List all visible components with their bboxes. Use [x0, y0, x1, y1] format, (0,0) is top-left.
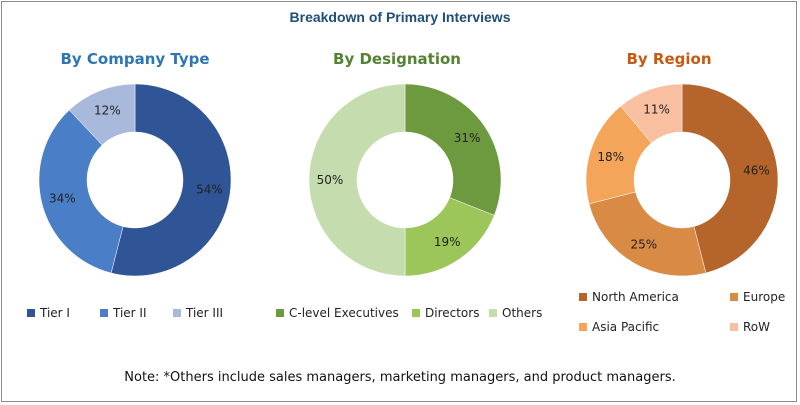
slice-row — [620, 83, 683, 144]
legend-swatch-europe — [730, 293, 738, 301]
legend-label-tier-iii: Tier III — [186, 306, 224, 320]
legend-label-asia-pacific: Asia Pacific — [592, 320, 660, 334]
legend-swatch-asia-pacific — [579, 323, 587, 331]
legend-swatch-directors — [412, 309, 420, 317]
donut-chart-company-type: 54% 34% 12% — [38, 83, 232, 277]
legend-item-tier-i: Tier I — [27, 306, 70, 320]
legend-swatch-tier-ii — [100, 309, 108, 317]
legend-item-asia-pacific: Asia Pacific — [579, 320, 659, 334]
slice-label-asia-pacific: 18% — [597, 150, 624, 164]
legend-item-north-america: North America — [579, 290, 679, 304]
slice-label-europe: 25% — [630, 238, 657, 252]
figure-title: Breakdown of Primary Interviews — [289, 9, 511, 25]
legend-label-c-level-executives: C-level Executives — [289, 306, 399, 320]
legend-item-europe: Europe — [730, 290, 785, 304]
slice-c-level-executives — [404, 83, 502, 216]
legend-label-directors: Directors — [425, 306, 480, 320]
chart-title-company-type: By Company Type — [60, 50, 210, 68]
legend-label-row: RoW — [743, 320, 771, 334]
legend-swatch-c-level-executives — [276, 309, 284, 317]
legend-label-tier-ii: Tier II — [113, 306, 147, 320]
footnote: Note: *Others include sales managers, ma… — [124, 370, 676, 385]
chart-title-designation: By Designation — [333, 50, 461, 68]
donut-chart-designation: 31% 19% 50% — [308, 83, 502, 277]
legend-swatch-row — [730, 323, 738, 331]
slice-label-others: 50% — [317, 173, 344, 187]
legend-item-others: Others — [489, 306, 542, 320]
legend-swatch-tier-iii — [173, 309, 181, 317]
legend-label-tier-i: Tier I — [40, 306, 70, 320]
legend-swatch-tier-i — [27, 309, 35, 317]
slice-directors — [404, 197, 495, 277]
legend-item-tier-iii: Tier III — [173, 306, 223, 320]
chart-title-region: By Region — [626, 50, 712, 68]
legend-region: North America Europe Asia Pacific RoW — [0, 290, 800, 340]
slice-europe — [588, 191, 707, 277]
slice-north-america — [681, 83, 779, 274]
legend-label-north-america: North America — [592, 290, 679, 304]
slice-tier-iii — [68, 83, 136, 146]
slice-label-c-level-executives: 31% — [454, 131, 481, 145]
legend-swatch-others — [489, 309, 497, 317]
slice-label-row: 11% — [643, 102, 670, 116]
legend-item-tier-ii: Tier II — [100, 306, 147, 320]
legend-label-europe: Europe — [743, 290, 786, 304]
legend-designation: C-level Executives Directors Others — [0, 306, 800, 326]
slice-label-north-america: 46% — [743, 164, 770, 178]
legend-swatch-north-america — [579, 293, 587, 301]
legend-item-c-level-executives: C-level Executives — [276, 306, 399, 320]
legend-item-row: RoW — [730, 320, 770, 334]
donut-chart-region: 46% 25% 18% 11% — [585, 83, 779, 277]
slice-tier-ii — [38, 109, 124, 274]
legend-label-others: Others — [502, 306, 543, 320]
slice-label-directors: 19% — [434, 235, 461, 249]
slice-label-tier-ii: 34% — [49, 192, 76, 206]
slice-label-tier-iii: 12% — [94, 103, 121, 117]
legend-company-type: Tier I Tier II Tier III — [0, 306, 270, 326]
slice-label-tier-i: 54% — [196, 182, 223, 196]
legend-item-directors: Directors — [412, 306, 479, 320]
slice-others — [308, 83, 406, 277]
